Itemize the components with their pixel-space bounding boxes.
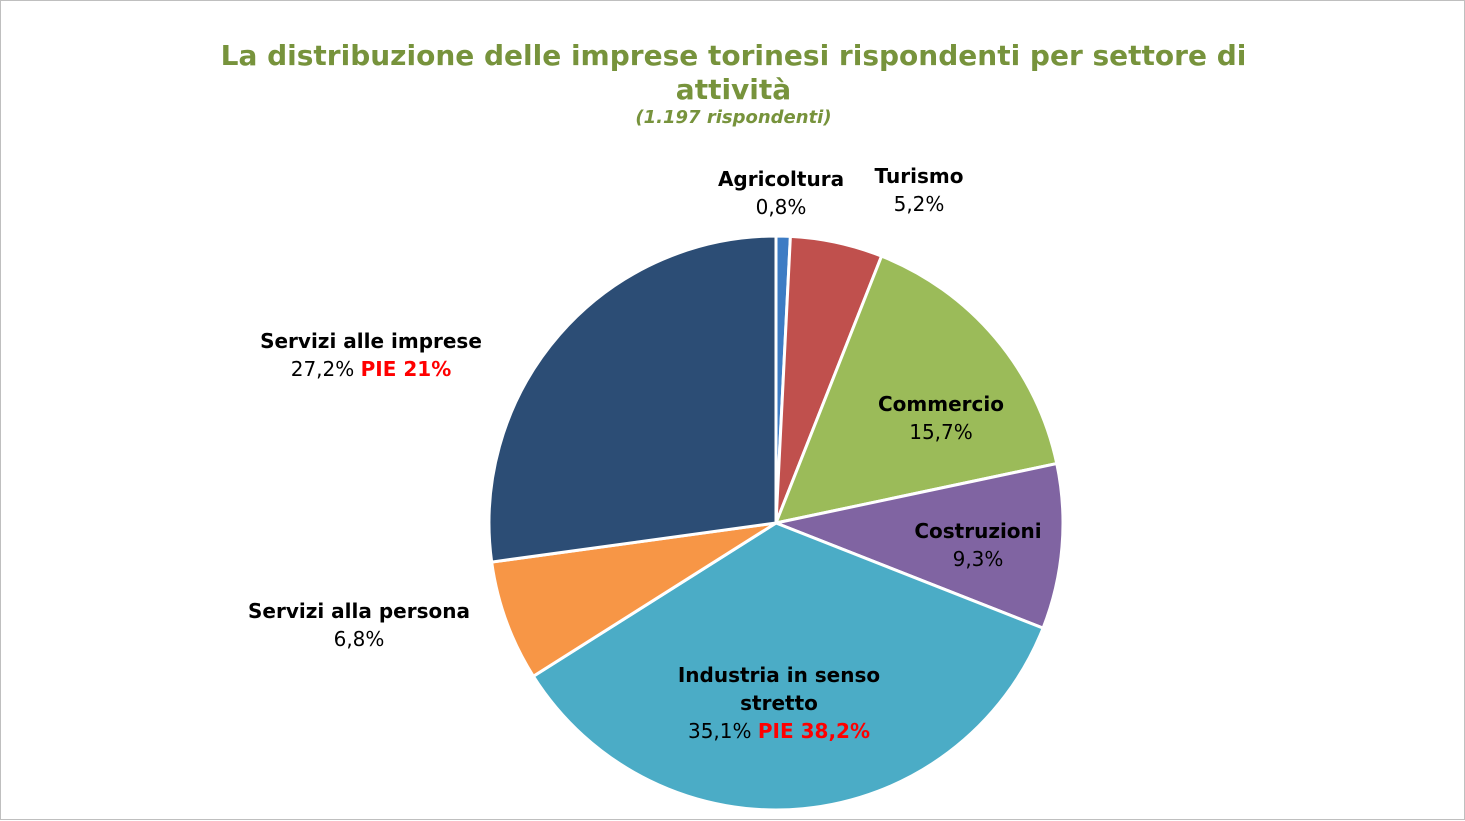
value-label: 5,2% bbox=[893, 192, 945, 216]
value-line: 15,7% bbox=[841, 418, 1041, 446]
slice-label: Servizi alla persona 6,8% bbox=[229, 597, 489, 653]
pie-slice bbox=[770, 461, 1065, 631]
value-note: PIE 21% bbox=[360, 357, 452, 381]
value-line: 35,1% PIE 38,2% bbox=[639, 717, 919, 745]
category-name: Servizi alla persona bbox=[248, 599, 470, 623]
slice-label: Agricoltura 0,8% bbox=[696, 165, 866, 221]
pie-slice bbox=[487, 234, 778, 564]
value-line: 0,8% bbox=[696, 193, 866, 221]
pie-slice bbox=[773, 254, 1059, 526]
category-name: Industria in senso stretto bbox=[677, 663, 881, 715]
pie-slice bbox=[531, 521, 1045, 812]
value-line: 6,8% bbox=[229, 625, 489, 653]
slice-label: Turismo 5,2% bbox=[849, 162, 989, 218]
category-name: Turismo bbox=[874, 164, 964, 188]
category-name: Costruzioni bbox=[914, 519, 1042, 543]
value-label: 27,2% bbox=[290, 357, 355, 381]
slice-label: Servizi alle imprese 27,2% PIE 21% bbox=[221, 327, 521, 383]
slice-label: Commercio 15,7% bbox=[841, 390, 1041, 446]
value-label: 6,8% bbox=[333, 627, 385, 651]
chart-title: La distribuzione delle imprese torinesi … bbox=[220, 39, 1247, 106]
value-label: 15,7% bbox=[909, 420, 973, 444]
value-label: 35,1% bbox=[687, 719, 752, 743]
category-name: Commercio bbox=[878, 392, 1004, 416]
value-line: 27,2% PIE 21% bbox=[221, 355, 521, 383]
slice-label: Costruzioni 9,3% bbox=[878, 517, 1078, 573]
value-line: 9,3% bbox=[878, 545, 1078, 573]
category-name: Servizi alle imprese bbox=[260, 329, 482, 353]
category-name: Agricoltura bbox=[717, 167, 845, 191]
value-label: 0,8% bbox=[755, 195, 807, 219]
chart-subtitle: (1.197 rispondenti) bbox=[635, 107, 832, 128]
slice-label: Industria in senso stretto 35,1% PIE 38,2… bbox=[639, 661, 919, 745]
value-note: PIE 38,2% bbox=[757, 719, 870, 743]
pie-slice bbox=[489, 521, 777, 679]
value-line: 5,2% bbox=[849, 190, 989, 218]
value-label: 9,3% bbox=[952, 547, 1004, 571]
